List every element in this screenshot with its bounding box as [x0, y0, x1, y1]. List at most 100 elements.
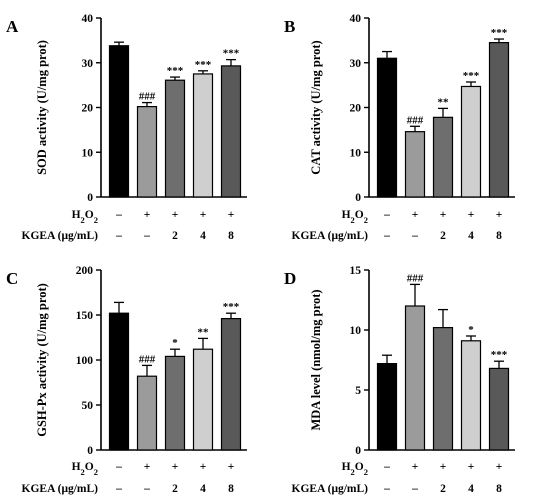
bar: [192, 73, 214, 198]
y-tick-label: 5: [355, 385, 361, 397]
bar: [404, 131, 426, 198]
bar: [488, 367, 510, 451]
h2o2-label: H2O2: [72, 209, 98, 225]
h2o2-value: +: [172, 209, 179, 221]
bar: [376, 363, 398, 451]
kgea-value: 4: [200, 230, 206, 242]
significance-mark: ***: [463, 70, 480, 82]
y-tick-label: 40: [82, 13, 94, 25]
bar: [460, 85, 482, 198]
h2o2-value: –: [115, 461, 122, 473]
bar: [220, 318, 242, 451]
kgea-value: –: [143, 483, 150, 495]
significance-mark: ###: [139, 91, 156, 103]
significance-mark: ***: [223, 301, 240, 313]
significance-mark: ***: [491, 27, 508, 39]
y-axis-label: CAT activity (U/mg prot): [309, 40, 323, 174]
h2o2-value: +: [496, 209, 503, 221]
kgea-value: 8: [496, 230, 502, 242]
bar: [136, 106, 158, 198]
h2o2-value: +: [468, 209, 475, 221]
h2o2-label: H2O2: [342, 209, 368, 225]
kgea-value: –: [383, 483, 390, 495]
bar: [164, 79, 186, 198]
kgea-label: KGEA (μg/mL): [22, 230, 99, 242]
h2o2-value: +: [440, 461, 447, 473]
h2o2-label: H2O2: [72, 461, 98, 477]
y-tick-label: 100: [76, 355, 94, 367]
kgea-value: 4: [200, 483, 206, 495]
y-tick-label: 10: [350, 147, 362, 159]
h2o2-value: +: [172, 461, 179, 473]
kgea-value: 2: [440, 230, 446, 242]
h2o2-value: +: [200, 461, 207, 473]
h2o2-value: +: [496, 461, 503, 473]
kgea-value: 8: [496, 483, 502, 495]
panel-letter: C: [6, 269, 18, 288]
panel-letter: A: [6, 17, 19, 36]
h2o2-value: –: [383, 209, 390, 221]
h2o2-label: H2O2: [342, 461, 368, 477]
y-axis-label: MDA level (nmol/mg prot): [309, 289, 323, 430]
h2o2-value: +: [412, 209, 419, 221]
significance-mark: ###: [407, 114, 424, 126]
y-tick-label: 50: [82, 400, 94, 412]
significance-mark: *: [172, 337, 178, 349]
kgea-value: 8: [228, 230, 234, 242]
kgea-label: KGEA (μg/mL): [292, 230, 369, 242]
kgea-label: KGEA (μg/mL): [292, 483, 369, 495]
bar: [164, 355, 186, 451]
significance-mark: *: [468, 324, 474, 336]
panel-c: C 0 50 100 150 200 GSH-Px activity (U/mg prot)…: [6, 265, 247, 495]
bar: [432, 327, 454, 451]
significance-mark: **: [198, 326, 210, 338]
bar: [404, 305, 426, 451]
y-tick-label: 30: [350, 58, 362, 70]
y-tick-label: 30: [82, 58, 94, 70]
kgea-value: 2: [172, 483, 178, 495]
y-tick-label: 10: [350, 325, 362, 337]
kgea-value: –: [115, 230, 122, 242]
h2o2-value: +: [228, 209, 235, 221]
panel-a: A 0 10 20 30 40 SOD activity (U/mg prot) ### ***…: [6, 13, 247, 242]
y-tick-label: 0: [355, 445, 361, 457]
kgea-value: 4: [468, 230, 474, 242]
y-tick-label: 0: [355, 192, 361, 204]
panel-letter: D: [284, 269, 296, 288]
significance-mark: ***: [491, 349, 508, 361]
y-tick-label: 0: [87, 192, 93, 204]
y-axis-label: GSH-Px activity (U/mg prot): [35, 283, 49, 437]
kgea-value: –: [383, 230, 390, 242]
kgea-label: KGEA (μg/mL): [22, 483, 99, 495]
significance-mark: ***: [223, 48, 240, 60]
h2o2-value: +: [144, 209, 151, 221]
y-tick-label: 15: [350, 265, 362, 277]
bar: [376, 57, 398, 198]
y-axis-label: SOD activity (U/mg prot): [35, 40, 49, 175]
h2o2-value: –: [115, 209, 122, 221]
bar: [136, 375, 158, 451]
significance-mark: **: [438, 96, 450, 108]
bar: [460, 340, 482, 451]
panel-letter: B: [284, 17, 295, 36]
kgea-value: 4: [468, 483, 474, 495]
h2o2-value: +: [144, 461, 151, 473]
bar: [220, 65, 242, 198]
h2o2-value: +: [412, 461, 419, 473]
h2o2-value: +: [200, 209, 207, 221]
kgea-value: 2: [172, 230, 178, 242]
kgea-value: 2: [440, 483, 446, 495]
h2o2-value: +: [468, 461, 475, 473]
h2o2-value: +: [440, 209, 447, 221]
y-tick-label: 40: [350, 13, 362, 25]
kgea-value: 8: [228, 483, 234, 495]
y-tick-label: 20: [82, 103, 94, 115]
bar: [108, 45, 130, 198]
h2o2-value: +: [228, 461, 235, 473]
kgea-value: –: [411, 483, 418, 495]
kgea-value: –: [143, 230, 150, 242]
y-tick-label: 0: [87, 445, 93, 457]
